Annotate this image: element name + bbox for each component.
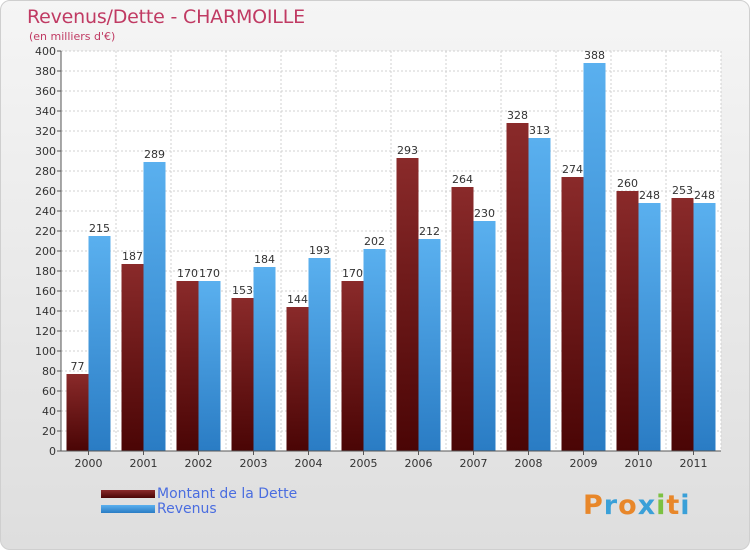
data-label: 202: [364, 235, 385, 248]
bar-revenus: [583, 63, 606, 451]
bar-revenus: [253, 267, 276, 451]
bar-dette: [176, 281, 199, 451]
legend-label-dette: Montant de la Dette: [157, 486, 298, 502]
chart-title: Revenus/Dette - CHARMOILLE: [27, 6, 305, 28]
x-tick-label: 2003: [240, 457, 268, 470]
data-label: 264: [452, 173, 473, 186]
bar-revenus: [418, 239, 441, 451]
y-tick-label: 380: [35, 65, 56, 78]
legend-swatch-revenus: [101, 505, 155, 513]
legend-swatch-dette: [101, 490, 155, 498]
x-tick-label: 2007: [460, 457, 488, 470]
data-label: 144: [287, 293, 308, 306]
y-tick-label: 260: [35, 185, 56, 198]
proxiti-logo: Proxiti: [583, 490, 691, 521]
logo-letter: i: [680, 490, 691, 521]
data-label: 212: [419, 225, 440, 238]
bar-revenus: [88, 236, 111, 451]
bar-dette: [231, 298, 254, 451]
data-label: 388: [584, 49, 605, 62]
y-tick-label: 40: [42, 405, 56, 418]
data-label: 187: [122, 250, 143, 263]
bar-dette: [121, 264, 144, 451]
bar-revenus: [638, 203, 661, 451]
bar-dette: [506, 123, 529, 451]
y-tick-label: 20: [42, 425, 56, 438]
bar-dette: [341, 281, 364, 451]
data-label: 328: [507, 109, 528, 122]
y-tick-label: 280: [35, 165, 56, 178]
bar-revenus: [308, 258, 331, 451]
x-tick-label: 2008: [515, 457, 543, 470]
data-label: 313: [529, 124, 550, 137]
y-tick-label: 120: [35, 325, 56, 338]
chart-subtitle: (en milliers d'€): [29, 30, 116, 43]
logo-letter: i: [656, 490, 667, 521]
x-tick-label: 2005: [350, 457, 378, 470]
y-tick-label: 360: [35, 85, 56, 98]
bar-revenus: [693, 203, 716, 451]
bar-dette: [66, 374, 89, 451]
data-label: 184: [254, 253, 275, 266]
legend-item-dette: Montant de la Dette: [101, 486, 297, 502]
bar-revenus: [473, 221, 496, 451]
y-tick-label: 320: [35, 125, 56, 138]
data-label: 193: [309, 244, 330, 257]
y-tick-label: 140: [35, 305, 56, 318]
bar-revenus: [363, 249, 386, 451]
y-tick-label: 400: [35, 45, 56, 58]
y-tick-label: 200: [35, 245, 56, 258]
data-label: 289: [144, 148, 165, 161]
logo-letter: r: [603, 490, 619, 521]
y-tick-label: 100: [35, 345, 56, 358]
x-tick-label: 2002: [185, 457, 213, 470]
logo-letter: t: [666, 490, 681, 521]
x-tick-label: 2006: [405, 457, 433, 470]
bar-dette: [396, 158, 419, 451]
y-tick-label: 160: [35, 285, 56, 298]
x-tick-label: 2004: [295, 457, 323, 470]
data-label: 170: [199, 267, 220, 280]
y-tick-label: 340: [35, 105, 56, 118]
y-tick-label: 60: [42, 385, 56, 398]
data-label: 77: [71, 360, 85, 373]
bar-dette: [451, 187, 474, 451]
bar-dette: [671, 198, 694, 451]
data-label: 260: [617, 177, 638, 190]
x-tick-label: 2010: [625, 457, 653, 470]
bar-revenus: [198, 281, 221, 451]
y-tick-label: 300: [35, 145, 56, 158]
bar-revenus: [143, 162, 166, 451]
x-tick-label: 2011: [680, 457, 708, 470]
data-label: 230: [474, 207, 495, 220]
data-label: 153: [232, 284, 253, 297]
y-tick-label: 220: [35, 225, 56, 238]
data-label: 253: [672, 184, 693, 197]
data-label: 170: [177, 267, 198, 280]
y-tick-label: 80: [42, 365, 56, 378]
data-label: 248: [639, 189, 660, 202]
data-label: 248: [694, 189, 715, 202]
x-tick-label: 2001: [130, 457, 158, 470]
y-tick-label: 240: [35, 205, 56, 218]
bar-dette: [561, 177, 584, 451]
data-label: 274: [562, 163, 583, 176]
x-tick-label: 2000: [75, 457, 103, 470]
y-tick-label: 0: [49, 445, 56, 458]
x-tick-label: 2009: [570, 457, 598, 470]
logo-letter: P: [583, 490, 604, 521]
logo-letter: o: [618, 490, 638, 521]
bar-dette: [616, 191, 639, 451]
bar-dette: [286, 307, 309, 451]
y-tick-label: 180: [35, 265, 56, 278]
data-label: 215: [89, 222, 110, 235]
bar-revenus: [528, 138, 551, 451]
legend-label-revenus: Revenus: [157, 501, 217, 517]
logo-letter: x: [637, 490, 657, 521]
data-label: 293: [397, 144, 418, 157]
legend-item-revenus: Revenus: [101, 501, 217, 517]
data-label: 170: [342, 267, 363, 280]
